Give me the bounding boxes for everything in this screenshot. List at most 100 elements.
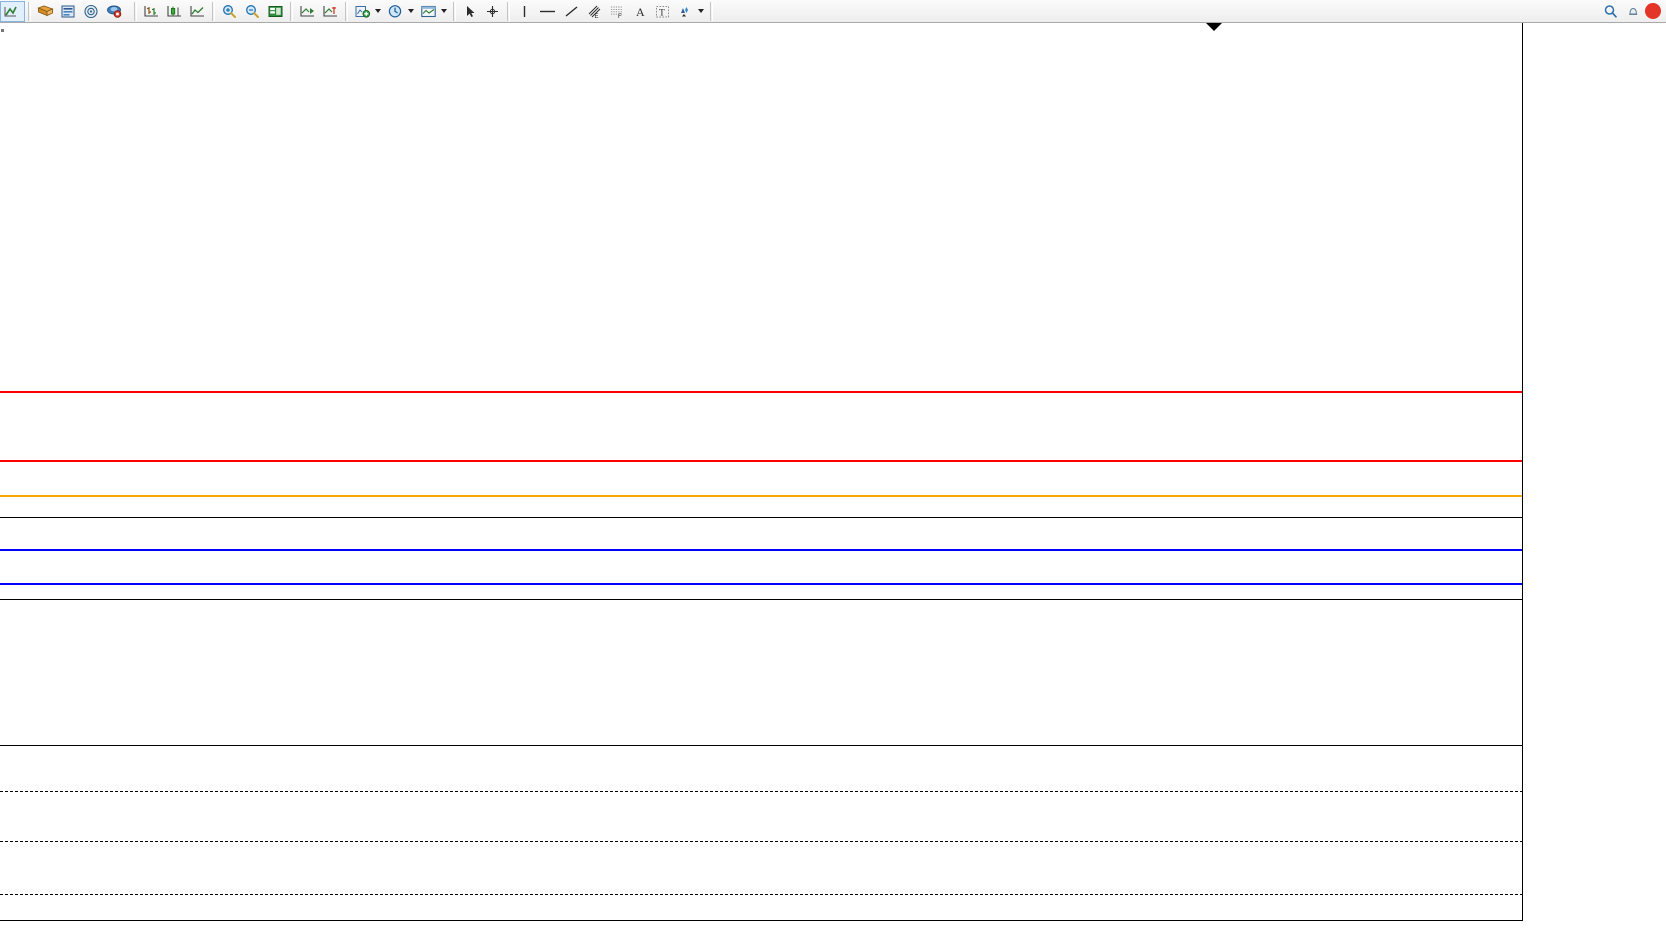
objects-icon — [677, 4, 694, 19]
time-scale[interactable] — [0, 922, 1523, 941]
chart-marker-dot — [1, 29, 4, 32]
folder-button[interactable] — [34, 1, 57, 22]
notifications-button[interactable] — [1622, 1, 1645, 22]
price-candlestick-plot — [0, 23, 1523, 598]
bar-chart-button[interactable] — [140, 1, 163, 22]
level-line-last-price[interactable] — [0, 517, 1522, 518]
folder-icon — [37, 4, 54, 19]
toolbar-separator — [212, 1, 215, 21]
vertical-line-icon — [518, 4, 531, 19]
navigator-button[interactable] — [80, 1, 103, 22]
market-watch-icon — [60, 4, 77, 19]
chevron-down-icon[interactable] — [441, 9, 447, 13]
vertical-line-button[interactable] — [513, 1, 535, 22]
text-icon: A — [633, 4, 648, 19]
rsi-guide-50 — [0, 841, 1522, 842]
price-pane[interactable] — [0, 23, 1523, 598]
toolbar-group-tools — [459, 0, 504, 23]
svg-text:A: A — [636, 5, 645, 19]
chevron-down-icon[interactable] — [408, 9, 414, 13]
trend-line-icon — [563, 4, 580, 19]
level-line-pivot[interactable] — [0, 495, 1522, 497]
level-line-resistance-1[interactable] — [0, 391, 1522, 393]
price-scale[interactable] — [1524, 23, 1666, 921]
toolbar-separator — [710, 1, 713, 21]
toolbar-separator — [453, 1, 456, 21]
search-button[interactable] — [1599, 1, 1622, 22]
chevron-down-icon[interactable] — [698, 9, 704, 13]
auto-scroll-button[interactable] — [319, 1, 342, 22]
text-label-button[interactable]: T — [651, 1, 674, 22]
level-line-resistance-2[interactable] — [0, 460, 1522, 462]
candlestick-chart-icon — [166, 4, 183, 19]
rsi-guide-80 — [0, 791, 1522, 792]
rsi-pane[interactable] — [0, 745, 1522, 920]
templates-icon — [420, 4, 437, 19]
level-line-support-2[interactable] — [0, 583, 1522, 585]
new-order-button[interactable] — [0, 0, 25, 22]
navigator-icon — [83, 4, 100, 19]
chart-area[interactable] — [0, 23, 1666, 941]
zoom-out-button[interactable] — [241, 1, 264, 22]
text-label-icon: T — [654, 4, 671, 19]
trend-line-button[interactable] — [560, 1, 583, 22]
zoom-in-button[interactable] — [218, 1, 241, 22]
candlestick-chart-button[interactable] — [163, 1, 186, 22]
bell-icon — [1625, 4, 1642, 19]
equidistant-channel-icon: E — [586, 4, 603, 19]
toolbar-separator — [345, 1, 348, 21]
equidistant-channel-button[interactable]: E — [583, 1, 606, 22]
objects-button[interactable] — [674, 1, 707, 22]
auto-trading-icon — [106, 4, 123, 19]
toolbar-separator — [28, 1, 31, 21]
rsi-guide-15 — [0, 894, 1522, 895]
new-order-icon — [3, 4, 18, 19]
market-watch-button[interactable] — [57, 1, 80, 22]
chart-shift-button[interactable] — [296, 1, 319, 22]
main-toolbar: E F A T — [0, 0, 1666, 23]
chart-cursor-marker — [1206, 23, 1222, 31]
add-indicator-icon — [354, 4, 371, 19]
auto-trading-button[interactable] — [103, 1, 131, 22]
bar-chart-icon — [143, 4, 160, 19]
level-line-support-1[interactable] — [0, 549, 1522, 551]
line-chart-button[interactable] — [186, 1, 209, 22]
svg-text:E: E — [595, 14, 599, 19]
toolbar-group-windows — [34, 0, 131, 23]
toolbar-group-charttype — [140, 0, 209, 23]
chart-plot-wrapper[interactable] — [0, 23, 1523, 921]
chevron-down-icon[interactable] — [375, 9, 381, 13]
macd-plot — [0, 600, 1523, 744]
toolbar-group-zoom — [218, 0, 287, 23]
zoom-out-icon — [244, 4, 261, 19]
toolbar-group-order — [0, 0, 25, 23]
toolbar-group-shift — [296, 0, 342, 23]
period-icon — [387, 4, 404, 19]
line-chart-icon — [189, 4, 206, 19]
crosshair-icon — [484, 4, 501, 19]
svg-text:T: T — [659, 8, 665, 18]
macd-pane[interactable] — [0, 599, 1523, 744]
fibonacci-button[interactable]: F — [606, 1, 629, 22]
search-icon — [1602, 4, 1619, 19]
text-button[interactable]: A — [629, 1, 651, 22]
templates-button[interactable] — [417, 1, 450, 22]
crosshair-button[interactable] — [481, 1, 504, 22]
toolbar-separator — [290, 1, 293, 21]
cursor-button[interactable] — [459, 1, 481, 22]
svg-text:F: F — [618, 14, 622, 19]
horizontal-line-icon — [538, 4, 557, 19]
fibonacci-icon: F — [609, 4, 626, 19]
toolbar-group-lines: E F A T — [513, 0, 707, 23]
period-button[interactable] — [384, 1, 417, 22]
toolbar-separator — [134, 1, 137, 21]
auto-scroll-icon — [322, 4, 339, 19]
add-indicator-button[interactable] — [351, 1, 384, 22]
data-window-icon — [267, 4, 284, 19]
chart-shift-icon — [299, 4, 316, 19]
horizontal-line-button[interactable] — [535, 1, 560, 22]
data-window-button[interactable] — [264, 1, 287, 22]
zoom-in-icon — [221, 4, 238, 19]
toolbar-separator — [507, 1, 510, 21]
notification-badge[interactable] — [1645, 3, 1661, 19]
